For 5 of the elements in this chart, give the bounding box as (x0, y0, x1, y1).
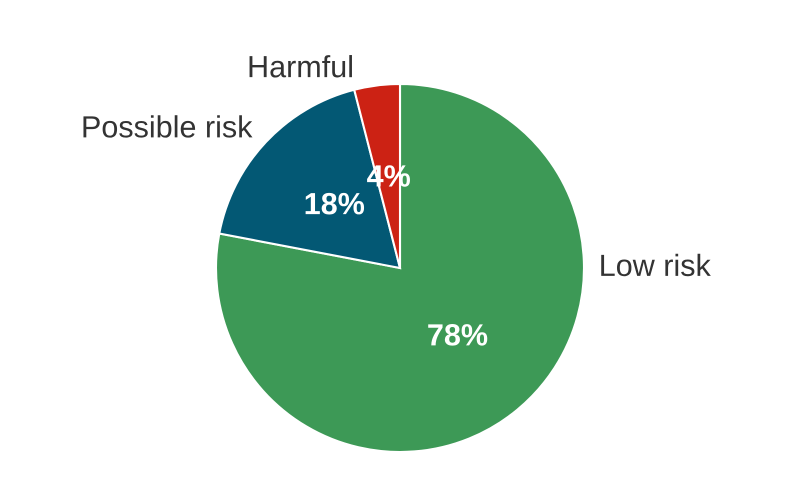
data-label: 78% (428, 324, 488, 346)
slice-label: Possible risk (83, 115, 253, 138)
slice-label: Harmful (250, 55, 352, 78)
data-label: 18% (306, 192, 364, 214)
slice-label: Low risk (601, 254, 711, 276)
